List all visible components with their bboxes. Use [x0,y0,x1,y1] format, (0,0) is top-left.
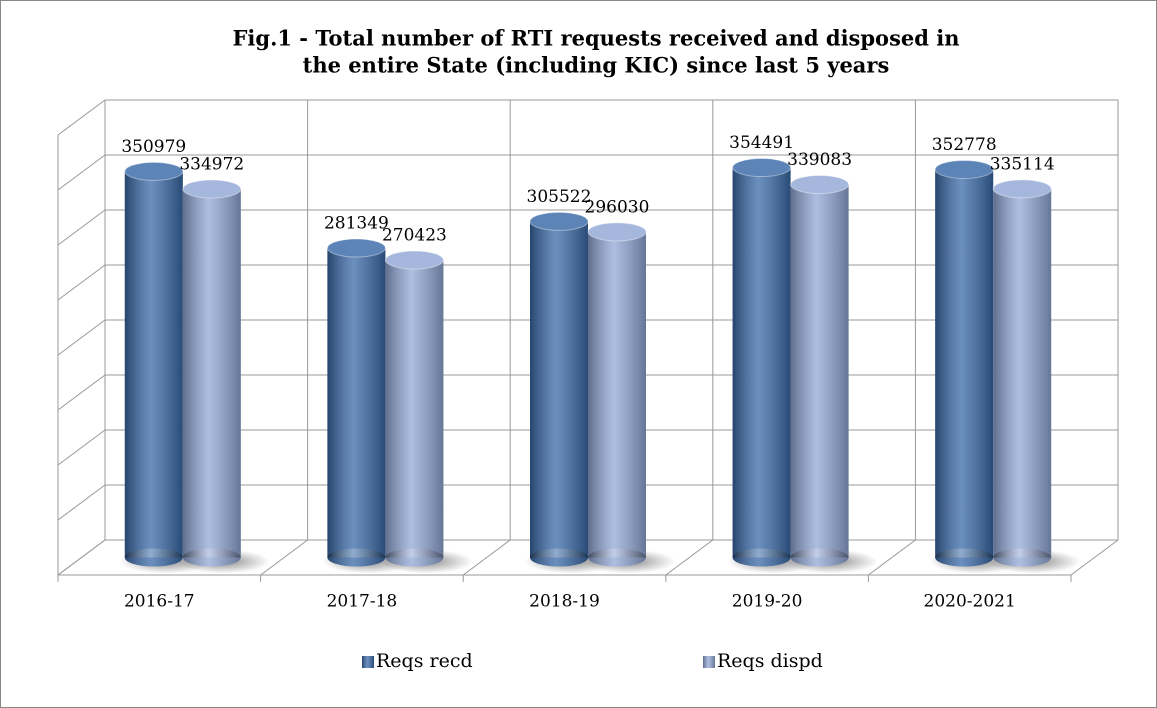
data-label: 270423 [382,226,447,246]
bar-top-light [327,239,386,258]
bar-top-light [124,162,183,181]
bar [582,222,676,574]
data-label: 305522 [527,187,592,207]
bar [785,175,878,574]
side-grid-line [57,429,106,466]
bar [119,161,213,574]
x-tick-label: 2016-17 [124,592,195,612]
x-tick-label: 2018-19 [529,592,600,612]
bar-top-light [790,175,849,194]
bar-top [384,250,444,270]
bar-top [182,179,242,199]
floor-divider [260,539,308,576]
bar-shade [790,184,849,558]
bar-top-light [993,179,1052,198]
bar-bottom-shade [182,548,241,567]
side-grid-line [57,209,106,246]
bar-bottom-shade [385,548,444,567]
bar-top [124,161,184,181]
bar-bottom-shade [732,548,791,567]
data-label: 335114 [990,154,1055,174]
bar-shade [993,188,1052,558]
bar-top-light [530,212,588,231]
bar-bottom-shade [993,548,1052,567]
bar-top-light [935,160,994,179]
bar-bottom-shade [935,548,994,567]
floor-divider [1070,539,1119,576]
legend-label: Reqs recd [376,650,473,672]
bar-top-light [385,251,444,270]
bar-top [529,211,589,231]
bar-top-light [588,222,646,241]
bar-top-light [732,158,791,177]
bar-top [992,179,1052,199]
bar-shade [124,171,183,558]
bar-top [587,222,647,242]
bar-bottom-shade [588,548,646,567]
bar-top [934,159,994,179]
floor-divider [57,539,106,576]
bar-top-light [182,180,241,199]
bar [177,179,271,574]
chart-title: Fig.1 - Total number of RTI requests rec… [233,26,960,51]
side-grid-line [57,154,106,191]
legend-swatch-shade [703,656,715,668]
bar [987,179,1081,574]
bar [524,211,618,574]
floor-divider [868,539,916,576]
bar-shade [385,260,444,558]
data-label: 350979 [121,137,186,157]
bar-shade [732,167,791,558]
data-label: 339083 [787,150,852,170]
data-label: 354491 [729,133,794,153]
x-tick-label: 2019-20 [732,592,803,612]
bar-bottom-shade [124,548,183,567]
legend-label: Reqs dispd [717,650,823,672]
data-label: 296030 [585,197,650,217]
side-grid-line [57,319,106,356]
floor-divider [665,539,714,576]
side-grid-line [57,484,106,521]
bar-top [732,158,792,178]
side-grid-line [57,99,106,136]
legend-swatch-shade [362,656,374,668]
x-tick-label: 2020-2021 [924,592,1016,612]
bar [380,250,473,574]
side-grid-line [57,264,106,301]
data-label: 281349 [324,214,389,234]
floor-divider [462,539,511,576]
chart-title: the entire State (including KIC) since l… [303,53,890,78]
side-grid-line [57,374,106,411]
bar-bottom-shade [530,548,588,567]
bar-shade [182,189,241,558]
bar-top [790,175,850,195]
bar-shade [588,231,646,558]
data-label: 334972 [179,155,244,175]
x-tick-label: 2017-18 [327,592,398,612]
bar-bottom-shade [327,548,386,567]
bar-bottom-shade [790,548,849,567]
bar-shade [935,169,994,558]
bar-shade [327,248,386,558]
bar-top [326,238,386,258]
bar-shade [530,221,588,558]
data-label: 352778 [932,135,997,155]
